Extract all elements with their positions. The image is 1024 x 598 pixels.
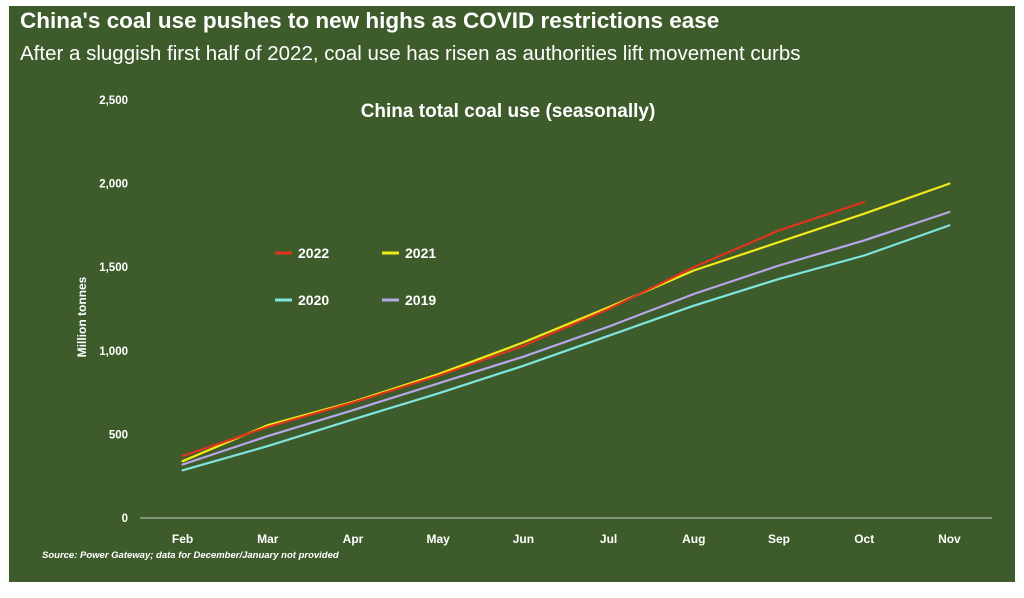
legend-label-2019: 2019 — [405, 292, 436, 308]
y-tick-label: 2,500 — [99, 95, 128, 107]
x-tick-label: Apr — [343, 532, 364, 546]
chart-title: China total coal use (seasonally) — [361, 101, 656, 122]
page-title: China's coal use pushes to new highs as … — [20, 8, 720, 33]
x-tick-label: Aug — [682, 532, 705, 546]
chart-panel — [9, 6, 1015, 582]
x-tick-label: Jul — [600, 532, 617, 546]
series-line-2019 — [181, 210, 951, 466]
x-tick-label: Oct — [854, 532, 874, 546]
x-tick-label: Mar — [257, 532, 279, 546]
series-line-2020 — [181, 224, 951, 472]
y-tick-label: 500 — [109, 429, 128, 441]
x-tick-label: Feb — [172, 532, 193, 546]
x-tick-label: May — [427, 532, 451, 546]
series-line-2021 — [181, 182, 951, 463]
legend-label-2022: 2022 — [298, 245, 329, 261]
y-axis-label: Million tonnes — [75, 276, 89, 357]
series-line-2022 — [181, 200, 866, 458]
x-tick-label: Nov — [938, 532, 961, 546]
legend-label-2020: 2020 — [298, 292, 329, 308]
source-note: Source: Power Gateway; data for December… — [42, 550, 339, 561]
y-tick-label: 0 — [122, 513, 128, 525]
y-tick-label: 1,000 — [99, 346, 128, 358]
legend-label-2021: 2021 — [405, 245, 436, 261]
page-subtitle: After a sluggish first half of 2022, coa… — [20, 42, 801, 65]
y-tick-label: 2,000 — [99, 179, 128, 191]
x-tick-label: Jun — [513, 532, 534, 546]
y-tick-label: 1,500 — [99, 262, 128, 274]
x-tick-label: Sep — [768, 532, 790, 546]
